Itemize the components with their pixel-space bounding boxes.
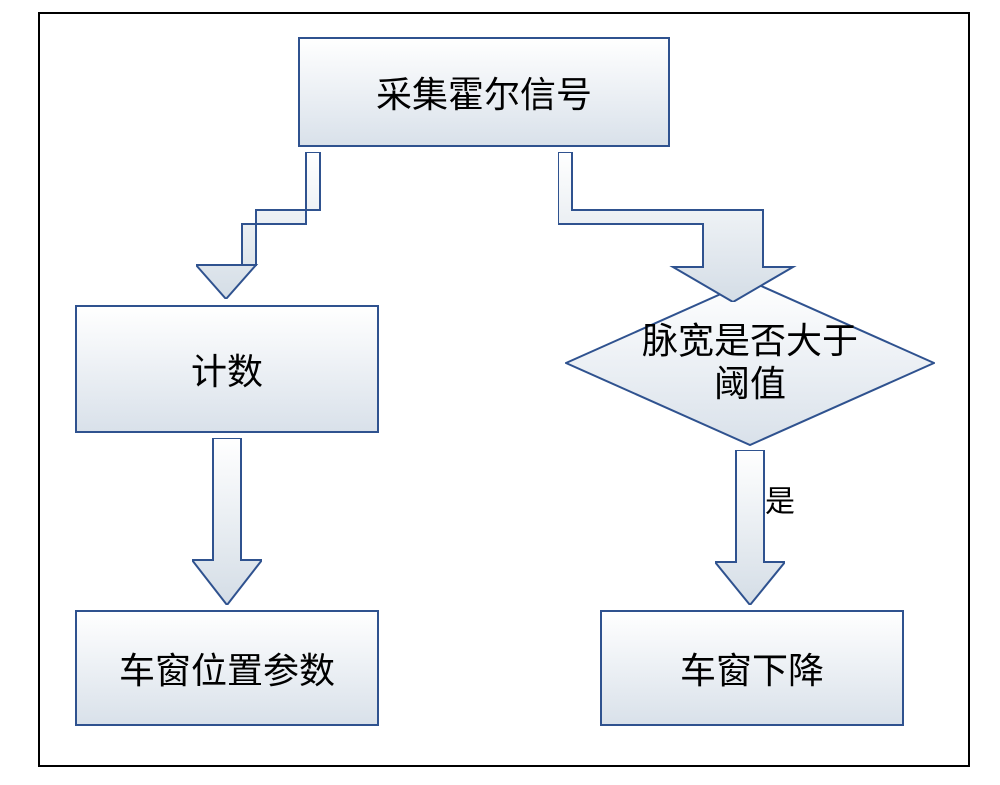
node-label: 计数 (191, 343, 263, 395)
arrow-n2-to-n4 (192, 438, 262, 605)
arrow-n1-to-n3 (558, 152, 798, 302)
arrow-label-yes: 是 (754, 485, 798, 515)
flowchart-canvas: 采集霍尔信号 计数 脉宽是否大于 阈值 车窗位置参数 车窗下降 是 (0, 0, 1000, 785)
node-window-lower: 车窗下降 (600, 610, 904, 726)
node-label: 脉宽是否大于 阈值 (565, 280, 935, 446)
arrow-n3-to-n5 (715, 450, 785, 605)
node-window-position-param: 车窗位置参数 (75, 610, 379, 726)
node-label: 采集霍尔信号 (376, 66, 592, 118)
node-collect-hall-signal: 采集霍尔信号 (298, 37, 670, 147)
arrow-n1-to-n2 (196, 152, 396, 299)
node-label: 车窗下降 (680, 642, 824, 694)
node-pulse-width-threshold-decision: 脉宽是否大于 阈值 (565, 280, 935, 446)
node-count: 计数 (75, 305, 379, 433)
node-label: 车窗位置参数 (119, 642, 335, 694)
